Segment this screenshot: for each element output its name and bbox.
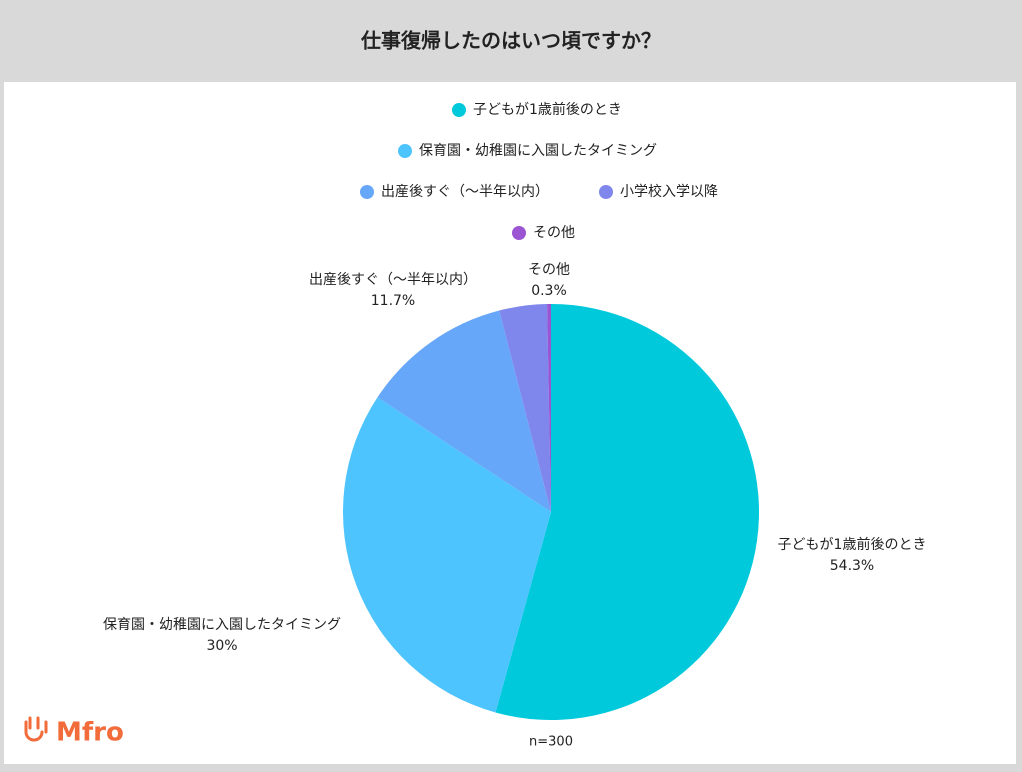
data-label-name: 保育園・幼稚園に入園したタイミング: [103, 617, 341, 633]
legend-label: その他: [533, 225, 575, 241]
data-label-name: 出産後すぐ（〜半年以内）: [309, 272, 477, 288]
legend-label: 子どもが1歳前後のとき: [473, 101, 622, 118]
data-label-name: その他: [528, 262, 570, 278]
pie-slice: [547, 304, 551, 512]
logo: Mfro: [24, 716, 124, 748]
data-label: 30%: [206, 638, 237, 654]
legend-marker: [360, 185, 374, 199]
chart-title: 仕事復帰したのはいつ頃ですか？: [360, 29, 661, 53]
data-label-name: 子どもが1歳前後のとき: [778, 536, 927, 553]
pie-slice: [499, 304, 551, 512]
pie-slice: [343, 397, 551, 713]
legend-label: 小学校入学以降: [620, 183, 718, 200]
pie-slice: [495, 304, 760, 720]
logo-text: Mfro: [56, 718, 124, 748]
legend-marker: [398, 144, 412, 158]
pie-slice: [377, 310, 551, 512]
data-label: 0.3%: [531, 283, 567, 299]
data-label: 54.3%: [830, 558, 874, 574]
note: n=300: [529, 735, 573, 750]
legend-marker: [512, 226, 526, 240]
data-label: 11.7%: [371, 293, 415, 309]
logo-icon: [24, 716, 48, 742]
legend-marker: [599, 185, 613, 199]
legend-label: 保育園・幼稚園に入園したタイミング: [419, 143, 657, 159]
legend-marker: [452, 103, 466, 117]
legend-label: 出産後すぐ（〜半年以内）: [381, 184, 549, 200]
